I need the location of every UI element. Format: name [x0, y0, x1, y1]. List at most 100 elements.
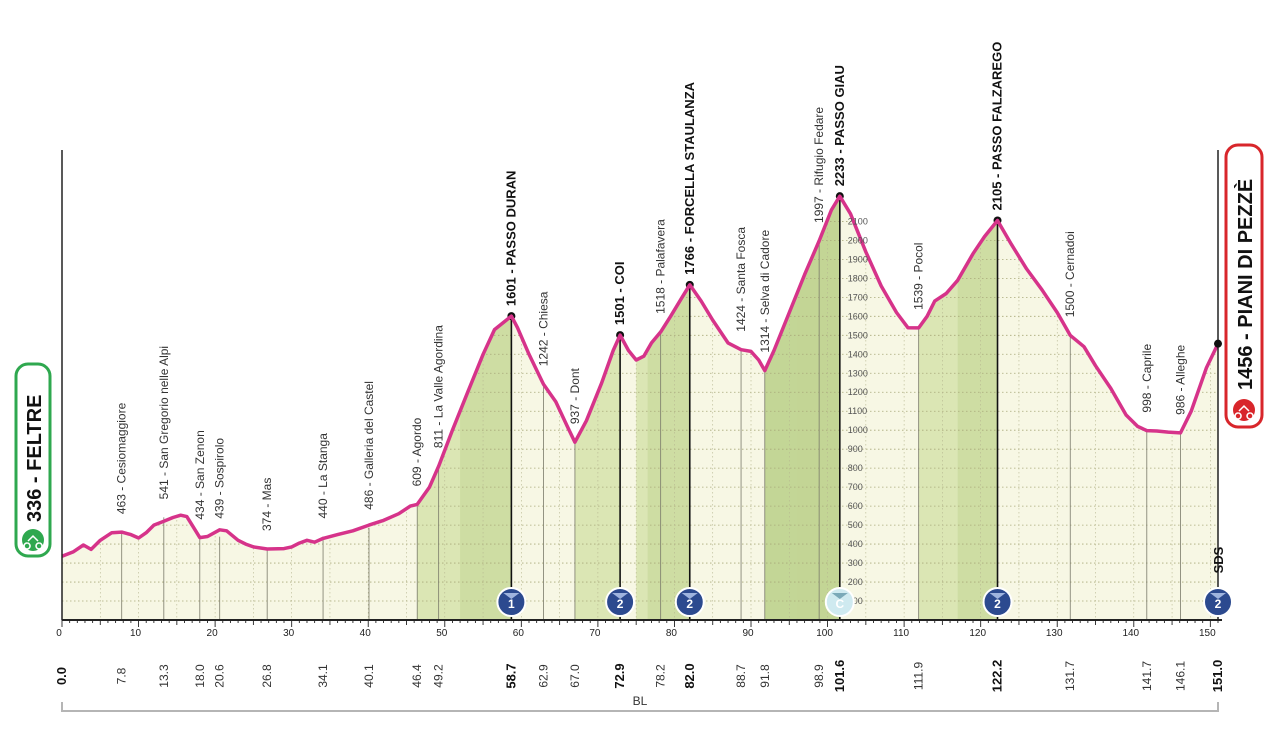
finish-dot: [1214, 339, 1222, 348]
category-triangle-icon: [831, 593, 848, 599]
km-tick-label: 60: [513, 628, 525, 639]
point-km-label: 18.0: [193, 664, 207, 688]
point-label: 2233 - PASSO GIAU: [832, 65, 847, 186]
elevation-tick-label: 100: [848, 596, 863, 606]
elevation-tick-label: 500: [848, 520, 863, 530]
category-label: 2: [686, 597, 693, 611]
finish-label: 1456 - PIANI DI PEZZÈ: [1234, 179, 1257, 390]
province-bracket-line: [61, 702, 1219, 712]
point-km-label: 13.3: [157, 664, 171, 688]
elevation-profile-line: [61, 194, 1220, 558]
km-tick-label: 70: [589, 628, 601, 639]
climb-category-marker: C: [824, 587, 855, 617]
category-triangle-icon: [681, 593, 698, 599]
start-label: 336 - FELTRE: [24, 395, 46, 522]
point-label: 1500 - Cernadoi: [1063, 231, 1077, 317]
start-box: [14, 362, 52, 558]
km-tick-label: 140: [1122, 628, 1139, 639]
point-label: 2105 - PASSO FALZAREGO: [990, 42, 1005, 211]
category-label: 1: [508, 597, 515, 611]
category-badge: [605, 587, 636, 617]
point-km-label: 141.7: [1140, 661, 1154, 691]
point-label: 1539 - Pocol: [912, 243, 926, 310]
category-badge: [1203, 587, 1233, 617]
point-label: 1518 - Palafavera: [654, 219, 668, 314]
point-label: 937 - Dont: [568, 367, 582, 424]
point-km-label: 26.8: [260, 664, 274, 688]
elevation-tick-label: 1100: [848, 406, 867, 416]
elevation-tick-label: 400: [848, 539, 863, 549]
elevation-tick-label: 1400: [848, 349, 868, 359]
km-tick-label: 30: [283, 628, 295, 639]
elevation-tick-label: 1800: [848, 273, 868, 283]
point-km-label: 82.0: [682, 663, 697, 688]
km-tick-label: 130: [1046, 628, 1063, 639]
point-label: 1501 - COI: [612, 262, 627, 326]
elevation-tick-label: 300: [848, 558, 863, 568]
category-triangle-icon: [989, 593, 1006, 599]
start-bike-glyph: [23, 534, 43, 550]
point-km-label: 146.1: [1173, 661, 1187, 691]
elevation-tick-label: 800: [848, 463, 863, 473]
elevation-tick-label: 1000: [848, 425, 868, 435]
elevation-tick-label: 1600: [848, 311, 868, 321]
point-label: 1314 - Selva di Cadore: [758, 230, 772, 353]
province-bracket: BL: [61, 694, 1219, 712]
category-triangle-icon: [503, 593, 520, 599]
finish-bike-icon: [1233, 399, 1255, 421]
point-label: 440 - La Stanga: [316, 433, 330, 519]
point-label: 1997 - Rifugio Fedare: [812, 107, 826, 223]
km-tick-label: 20: [207, 628, 219, 639]
category-badge: [496, 587, 527, 617]
elevation-tick-label: 600: [848, 501, 863, 511]
axes: [61, 150, 1222, 627]
point-km-label: 46.4: [410, 664, 424, 688]
km-tick-labels: 0 10 20 30 40 50 60 70 80 90 100 110 120 130 140 150: [56, 628, 1216, 639]
point-label: 986 - Alleghe: [1173, 344, 1187, 414]
km-tick-label: 40: [360, 628, 372, 639]
km-tick-label: 100: [816, 628, 833, 639]
climb-category-marker: 2: [982, 587, 1013, 617]
sprint-label: SDS: [1211, 546, 1226, 573]
point-label: 609 - Agordo: [410, 417, 424, 486]
point-km-label: 88.7: [734, 664, 748, 688]
climb-category-markers: 1 2 2 C 2 2: [496, 587, 1233, 617]
point-label: 811 - La Valle Agordina: [432, 325, 446, 448]
km-tick-label: 110: [893, 628, 909, 639]
category-triangle-icon: [1210, 593, 1226, 599]
point-km-label: 91.8: [758, 664, 772, 688]
point-label: 486 - Galleria del Castel: [362, 381, 376, 510]
climb-band: [460, 196, 512, 620]
terrain-band: [689, 196, 766, 620]
finish-km: 151.0: [1210, 660, 1225, 693]
climb-category-marker: 2: [605, 587, 636, 617]
elevation-tick-label: 200: [848, 577, 863, 587]
point-km-label: 20.6: [213, 664, 227, 688]
point-label: 434 - San Zenon: [193, 430, 207, 519]
finish-bike-glyph: [1234, 404, 1254, 420]
category-triangle-icon: [612, 593, 629, 599]
point-km-label: 40.1: [362, 664, 376, 688]
elevation-tick-label: 1300: [848, 368, 868, 378]
point-label: 374 - Mas: [260, 478, 274, 531]
km-tick-label: 80: [666, 628, 678, 639]
km-tick-label: 0: [56, 628, 62, 639]
km-tick-label: 120: [969, 628, 986, 639]
category-label: 2: [1215, 597, 1222, 611]
elevation-tick-label: 1500: [848, 330, 868, 340]
point-label: 998 - Caprile: [1140, 344, 1154, 413]
climb-category-marker: 1: [496, 587, 527, 617]
category-badge: [674, 587, 705, 617]
point-label: 1601 - PASSO DURAN: [503, 171, 518, 307]
point-km-label: 111.9: [912, 662, 926, 691]
elevation-tick-label: 700: [848, 482, 863, 492]
point-label: 541 - San Gregorio nelle Alpi: [157, 346, 171, 499]
point-label: 463 - Cesiomaggiore: [115, 402, 129, 514]
point-label: 1242 - Chiesa: [537, 291, 551, 366]
elevation-tick-label: 1900: [848, 254, 868, 264]
point-km-label: 131.7: [1063, 661, 1077, 691]
elevation-tick-label: 1200: [848, 387, 868, 397]
km-tick-label: 50: [436, 628, 448, 639]
point-km-label: 7.8: [115, 667, 129, 684]
